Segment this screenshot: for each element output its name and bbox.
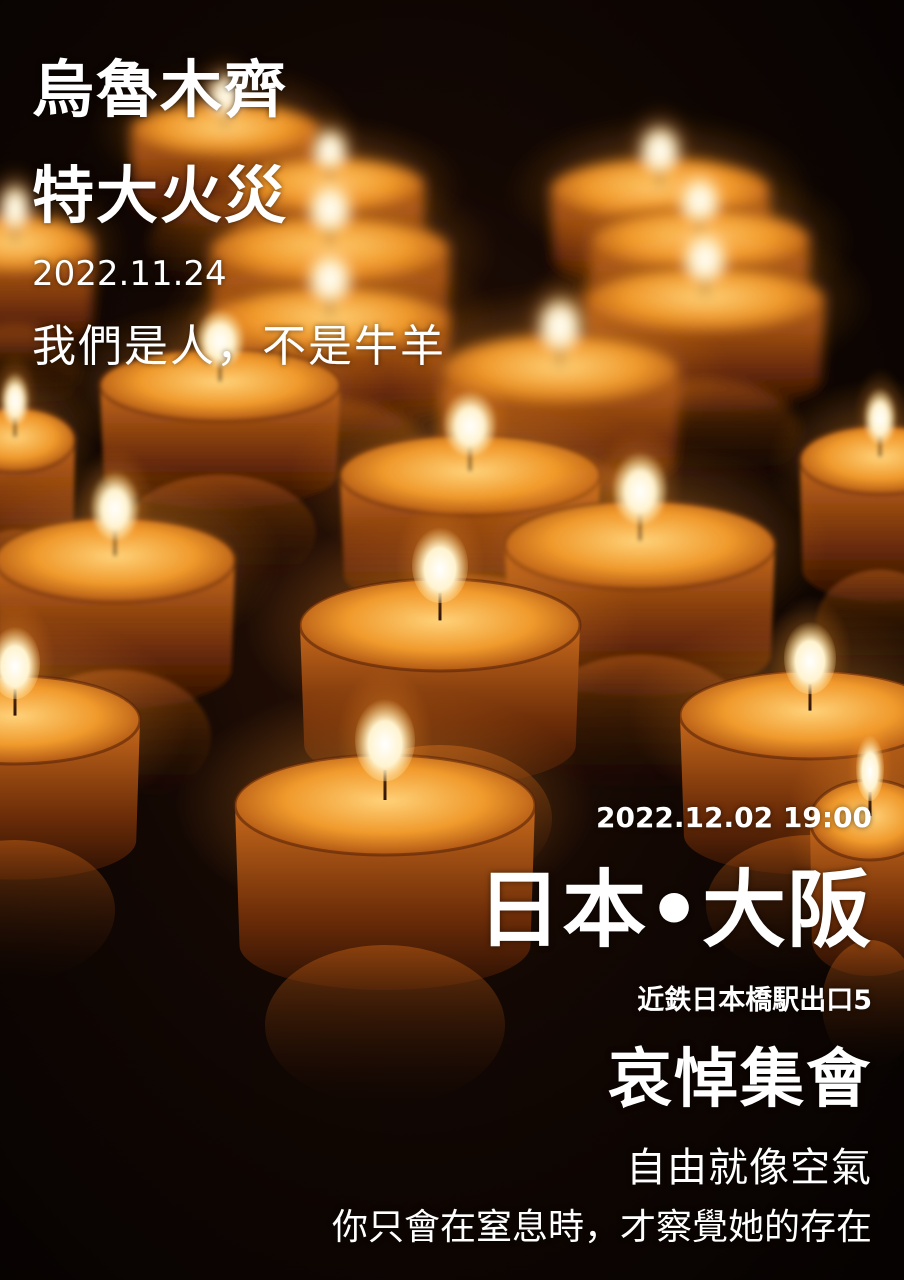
meeting-point: 近鉄日本橋駅出口5 bbox=[637, 985, 872, 1016]
candle bbox=[175, 668, 595, 1105]
candle bbox=[0, 163, 127, 421]
quote-line-1: 自由就像空氣 bbox=[626, 1145, 872, 1191]
event-date: 2022.11.24 bbox=[32, 254, 227, 294]
vigil-location-city: 日本•大阪 bbox=[477, 861, 872, 959]
candle bbox=[0, 600, 190, 981]
candle bbox=[786, 711, 904, 1068]
vigil-datetime: 2022.12.02 19:00 bbox=[595, 801, 872, 834]
title-city-name: 烏魯木齊 bbox=[32, 53, 289, 126]
title-event-name: 特大火災 bbox=[32, 159, 289, 232]
vigil-title: 哀悼集會 bbox=[608, 1043, 872, 1117]
quote-line-2: 你只會在窒息時，才察覺她的存在 bbox=[331, 1207, 872, 1248]
slogan: 我們是人，不是牛羊 bbox=[32, 321, 446, 372]
